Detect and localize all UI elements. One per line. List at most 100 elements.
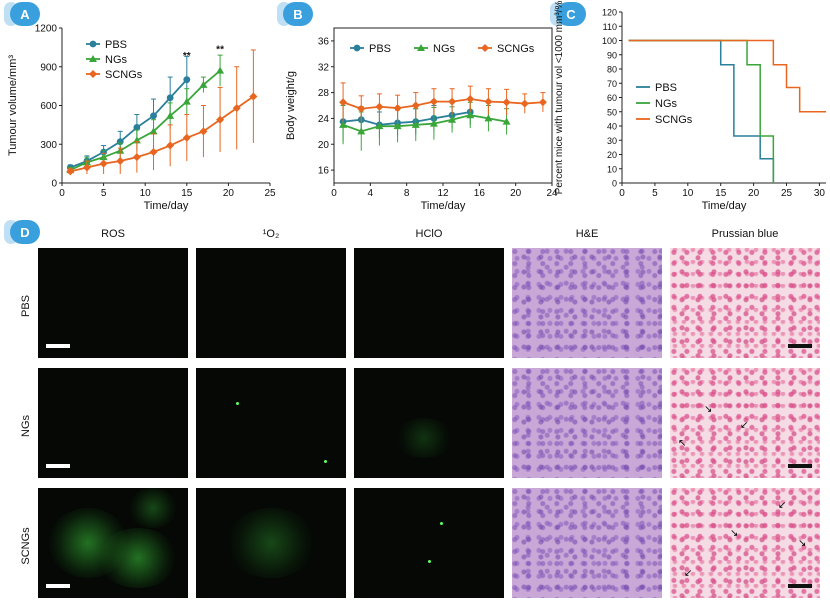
chart-body-weight: 0 4 8 12 16 20 24 16 20 24 28 32 36 Time/day Body weig… [285,27,558,212]
y-tick-label: 70 [607,79,617,89]
data-point [411,101,420,110]
x-tick-label: 4 [368,188,374,199]
y-axis-title: Tumour volume/mm³ [7,55,19,156]
legend-label: PBS [105,39,127,51]
legend-marker [481,44,489,52]
y-tick-label: 0 [51,179,57,190]
arrow-icon: ↘ [798,538,807,549]
row-title-scngs: SCNGs [20,527,32,565]
data-point [182,133,191,142]
y-tick-label: 36 [318,36,330,47]
col-title-1o2: ¹O₂ [262,228,280,240]
data-point [166,141,175,150]
x-axis-title: Time/day [702,200,747,212]
x-tick-label: 30 [814,188,826,199]
y-tick-label: 28 [318,88,330,99]
legend-label: NGs [105,54,128,66]
series-pbs [628,39,775,183]
series-scngs [628,39,826,113]
data-point [216,115,225,124]
data-point [520,99,529,108]
fluorescence-glow [394,418,454,458]
legend-marker [417,44,425,51]
scale-bar [788,344,812,348]
data-point [429,119,438,127]
image-pbs-ros [38,248,188,358]
image-pbs-hclo [354,248,504,358]
data-point [466,111,475,119]
legend-item-ngs: NGs [414,43,456,55]
legend-item-scngs: SCNGs [86,69,143,81]
row-title-ngs: NGs [20,415,32,437]
x-tick-label: 16 [474,188,486,199]
x-tick-label: 24 [546,188,558,199]
data-point [393,122,402,130]
image-ngs-1o2 [196,368,346,478]
data-point [375,122,384,130]
y-tick-label: 40 [607,122,617,132]
data-point [375,102,384,111]
col-title-he: H&E [575,228,599,240]
x-tick-label: 8 [404,188,410,199]
x-tick-label: 12 [437,188,449,199]
x-tick-label: 5 [101,188,107,199]
series-line [69,79,188,169]
panel-badge-d: D [4,220,40,244]
legend-marker [89,40,97,48]
data-point [66,167,75,176]
fluorescence-glow [226,508,316,578]
data-point [133,124,141,131]
legend-item-pbs: PBS [86,39,127,51]
y-tick-label: 10 [607,164,617,174]
data-point [149,127,158,135]
y-tick-label: 1200 [35,24,58,35]
data-point [448,97,457,106]
x-axis-title: Time/day [144,200,189,212]
data-point [484,114,493,122]
series-line [342,114,507,133]
data-point [166,111,175,119]
legend-label: PBS [369,43,391,55]
y-tick-label: 24 [318,114,330,125]
y-tick-label: 20 [318,140,330,151]
data-point [502,117,511,125]
legend-marker [89,55,97,62]
x-tick-label: 0 [619,188,625,199]
fluorescence-glow [128,488,178,528]
arrow-icon: ↖ [678,438,687,449]
x-tick-label: 25 [264,188,276,199]
image-scngs-ros [38,488,188,598]
image-ngs-he [512,368,662,478]
data-point [357,127,366,135]
legend-label: SCNGs [105,69,143,81]
series-scngs [339,82,547,122]
image-scngs-he [512,488,662,598]
x-tick-label: 15 [181,188,193,199]
image-scngs-1o2 [196,488,346,598]
data-point [339,120,348,128]
x-tick-label: 15 [715,188,727,199]
y-tick-label: 600 [40,101,57,112]
data-point [393,104,402,113]
legend-label: SCNGs [497,43,535,55]
legend-item-scngs: SCNGs [478,43,535,55]
y-tick-label: 16 [318,166,330,177]
y-tick-label: 90 [607,50,617,60]
y-axis-title: Body weight/g [285,71,297,140]
fluorescence-spot [428,560,431,563]
data-point [182,97,191,105]
legend-item-pbs: PBS [636,82,677,94]
col-title-ros: ROS [101,228,125,240]
scale-bar [788,464,812,468]
significance-label: ** [183,51,191,62]
chart-tumour-volume: 0 5 10 15 20 25 0 300 600 900 1200 Time/day Tumour v… [7,24,276,213]
col-title-hclo: HClO [415,228,443,240]
data-point [132,153,141,162]
series-line [342,98,543,110]
image-pbs-prussian-blue [670,248,820,358]
legend-marker [353,44,361,52]
y-tick-label: 50 [607,107,617,117]
data-point [538,98,547,107]
legend-marker [89,70,97,78]
image-pbs-1o2 [196,248,346,358]
